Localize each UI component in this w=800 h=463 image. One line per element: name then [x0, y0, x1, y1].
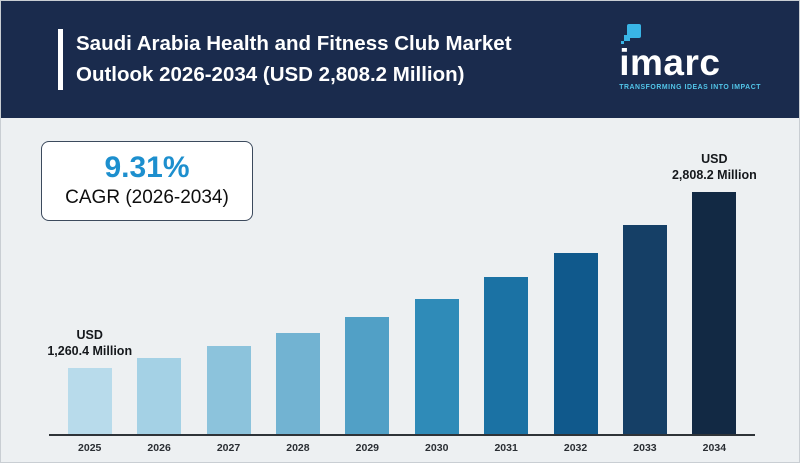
page-title: Saudi Arabia Health and Fitness Club Mar…	[58, 28, 512, 91]
imarc-wordmark: imarc	[619, 41, 721, 83]
bar-value-label-line1: USD	[76, 327, 103, 342]
x-axis-label-2032: 2032	[563, 442, 588, 454]
cagr-value: 9.31%	[104, 151, 190, 184]
x-axis-label-2031: 2031	[494, 442, 518, 454]
bar-2027	[206, 346, 251, 434]
x-axis-label-2027: 2027	[216, 442, 241, 454]
bar-column-2030	[402, 299, 471, 434]
bar-2026	[137, 358, 182, 434]
x-axis: 2025 2026 2027 2028 2029 2030 2031 2032 2033 2034	[49, 442, 755, 454]
x-axis-label-2025: 2025	[78, 442, 102, 454]
bar-column-2032	[541, 253, 610, 434]
x-axis-label-2030: 2030	[425, 442, 449, 454]
bar-value-label-line1: USD	[701, 151, 728, 166]
cagr-label: CAGR (2026-2034)	[65, 187, 229, 208]
bar-value-label-line2: 1,260.4 Million	[47, 343, 133, 358]
bar-value-label-2034: USD 2,808.2 Million	[672, 151, 757, 184]
logo-square-large	[627, 23, 642, 38]
logo-square-medium	[624, 34, 631, 41]
bar-chart: USD 1,260.4 Million USD 2,808.2 Million 202…	[47, 151, 757, 455]
bar-column-2034: USD 2,808.2 Million	[672, 151, 757, 434]
logo-square-small	[621, 40, 625, 44]
bar-series: USD 1,260.4 Million USD 2,808.2 Million	[47, 151, 757, 436]
x-axis-label-2034: 2034	[702, 442, 727, 454]
bar-column-2033	[610, 225, 679, 434]
cagr-box: 9.31% CAGR (2026-2034)	[41, 141, 253, 221]
x-axis-label-2029: 2029	[355, 442, 379, 454]
bar-2032	[553, 253, 598, 434]
bar-2028	[275, 333, 320, 434]
x-axis-label-2026: 2026	[147, 442, 171, 454]
bar-column-2029	[333, 317, 402, 434]
imarc-logo-icon	[621, 23, 643, 44]
bar-column-2028	[263, 333, 332, 434]
bar-column-2026	[124, 358, 193, 434]
title-line-1: Saudi Arabia Health and Fitness Club Mar…	[76, 31, 512, 55]
imarc-logo: imarc TRANSFORMING IDEAS INTO IMPACT	[619, 23, 761, 92]
bar-2033	[622, 225, 667, 434]
x-axis-label-2028: 2028	[286, 442, 310, 454]
bar-column-2027	[194, 346, 263, 434]
chart-body: 9.31% CAGR (2026-2034) USD 1,260.4 Millio…	[1, 118, 799, 462]
bar-column-2025: USD 1,260.4 Million	[47, 327, 132, 434]
title-line-2: Outlook 2026-2034 (USD 2,808.2 Million)	[76, 62, 465, 86]
bar-column-2031	[471, 277, 540, 434]
imarc-tagline: TRANSFORMING IDEAS INTO IMPACT	[619, 84, 761, 92]
bar-value-label-2025: USD 1,260.4 Million	[47, 327, 132, 360]
header: Saudi Arabia Health and Fitness Club Mar…	[1, 1, 799, 118]
bar-2025	[67, 368, 112, 434]
bar-2030	[414, 299, 459, 434]
bar-2029	[345, 317, 390, 434]
bar-2034	[692, 192, 737, 434]
bar-value-label-line2: 2,808.2 Million	[671, 167, 757, 182]
x-axis-label-2033: 2033	[633, 442, 657, 454]
bar-2031	[484, 277, 529, 434]
